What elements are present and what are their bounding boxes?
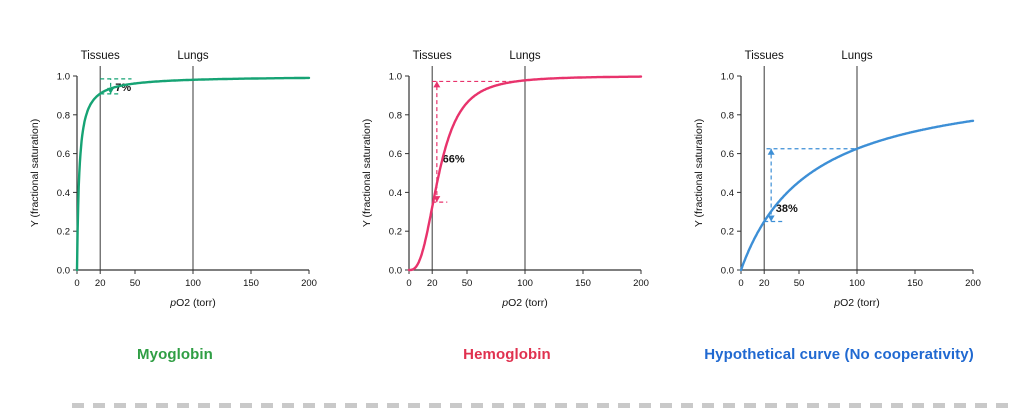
svg-text:Tissues: Tissues — [745, 50, 784, 62]
charts-row: Tissues Lungs 0 20 50 100 150 200 0.0 0.2 0.4 0.6 0.… — [25, 46, 989, 363]
svg-text:0.2: 0.2 — [389, 227, 402, 238]
svg-text:Y (fractional saturation): Y (fractional saturation) — [361, 119, 373, 227]
svg-text:pO2 (torr): pO2 (torr) — [833, 297, 880, 309]
svg-text:50: 50 — [130, 278, 141, 289]
svg-text:1.0: 1.0 — [389, 72, 402, 83]
svg-text:Y (fractional saturation): Y (fractional saturation) — [693, 119, 705, 227]
svg-text:pO2 (torr): pO2 (torr) — [169, 297, 216, 309]
svg-text:Y (fractional saturation): Y (fractional saturation) — [29, 119, 41, 227]
svg-text:0.6: 0.6 — [57, 149, 70, 160]
svg-text:0: 0 — [74, 278, 79, 289]
svg-text:0.8: 0.8 — [57, 110, 70, 121]
svg-text:Lungs: Lungs — [841, 50, 873, 62]
svg-text:0.6: 0.6 — [389, 149, 402, 160]
svg-text:50: 50 — [794, 278, 805, 289]
oxygen-binding-curves-figure: Tissues Lungs 0 20 50 100 150 200 0.0 0.2 0.4 0.6 0.… — [25, 46, 1014, 408]
panel-hypothetical: Tissues Lungs 0 20 50 100 150 200 0.0 0.2 0.4 0.6 0.… — [689, 46, 989, 363]
svg-text:0.4: 0.4 — [389, 188, 402, 199]
svg-text:38%: 38% — [776, 203, 798, 215]
svg-text:0.2: 0.2 — [721, 227, 734, 238]
hemoglobin-title: Hemoglobin — [463, 346, 551, 363]
svg-text:0.6: 0.6 — [721, 149, 734, 160]
svg-text:0.8: 0.8 — [389, 110, 402, 121]
svg-text:1.0: 1.0 — [57, 72, 70, 83]
svg-text:20: 20 — [95, 278, 106, 289]
svg-text:1.0: 1.0 — [721, 72, 734, 83]
svg-text:0.4: 0.4 — [721, 188, 734, 199]
svg-text:0.0: 0.0 — [57, 266, 70, 277]
svg-text:200: 200 — [301, 278, 317, 289]
svg-text:66%: 66% — [443, 153, 465, 165]
svg-text:Tissues: Tissues — [413, 50, 452, 62]
svg-text:0.0: 0.0 — [721, 266, 734, 277]
myoglobin-title: Myoglobin — [137, 346, 213, 363]
svg-text:0.8: 0.8 — [721, 110, 734, 121]
svg-text:100: 100 — [517, 278, 533, 289]
svg-text:100: 100 — [185, 278, 201, 289]
svg-text:200: 200 — [633, 278, 649, 289]
hypothetical-title: Hypothetical curve (No cooperativity) — [704, 346, 974, 363]
svg-text:150: 150 — [243, 278, 259, 289]
svg-text:50: 50 — [462, 278, 473, 289]
svg-text:150: 150 — [575, 278, 591, 289]
svg-text:0: 0 — [406, 278, 411, 289]
svg-text:Lungs: Lungs — [509, 50, 541, 62]
svg-text:0.2: 0.2 — [57, 227, 70, 238]
svg-text:20: 20 — [427, 278, 438, 289]
svg-text:Tissues: Tissues — [81, 50, 120, 62]
svg-text:0: 0 — [738, 278, 743, 289]
svg-text:200: 200 — [965, 278, 981, 289]
svg-text:20: 20 — [759, 278, 770, 289]
hemoglobin-chart: Tissues Lungs 0 20 50 100 150 200 0.0 0.2 0.4 0.6 0.… — [361, 50, 649, 309]
svg-text:0.0: 0.0 — [389, 266, 402, 277]
myoglobin-chart: Tissues Lungs 0 20 50 100 150 200 0.0 0.2 0.4 0.6 0.… — [29, 50, 317, 309]
panel-hemoglobin: Tissues Lungs 0 20 50 100 150 200 0.0 0.2 0.4 0.6 0.… — [357, 46, 657, 363]
svg-text:pO2 (torr): pO2 (torr) — [501, 297, 548, 309]
hypothetical-curve-chart: Tissues Lungs 0 20 50 100 150 200 0.0 0.2 0.4 0.6 0.… — [693, 50, 981, 309]
svg-text:100: 100 — [849, 278, 865, 289]
svg-text:0.4: 0.4 — [57, 188, 70, 199]
svg-text:150: 150 — [907, 278, 923, 289]
torn-edge-decoration — [72, 403, 1014, 408]
svg-text:Lungs: Lungs — [177, 50, 209, 62]
panel-myoglobin: Tissues Lungs 0 20 50 100 150 200 0.0 0.2 0.4 0.6 0.… — [25, 46, 325, 363]
